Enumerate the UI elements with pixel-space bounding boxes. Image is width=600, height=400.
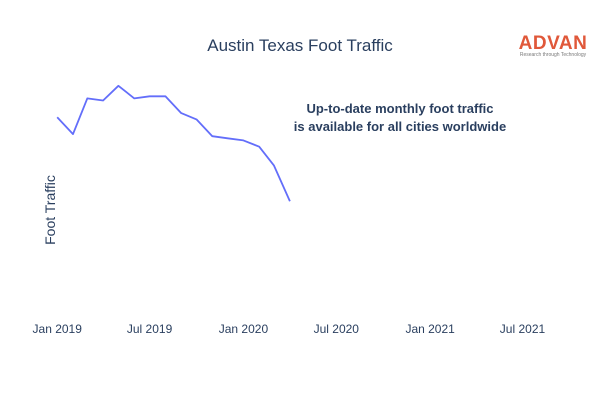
- series-line-0: [56, 84, 291, 202]
- x-axis-ticks: Jan 2019 Jul 2019 Jan 2020 Jul 2020 Jan 2021…: [33, 322, 546, 336]
- x-tick-label: Jul 2021: [500, 322, 546, 336]
- plot-area: [56, 84, 291, 202]
- x-tick-label: Jul 2019: [127, 322, 173, 336]
- annotation-line-2: is available for all cities worldwide: [294, 119, 506, 134]
- x-tick-label: Jul 2020: [314, 322, 360, 336]
- y-axis-label: Foot Traffic: [42, 175, 58, 245]
- advan-logo: ADVAN Research through Technology: [519, 33, 588, 58]
- x-tick-label: Jan 2019: [33, 322, 83, 336]
- chart-title: Austin Texas Foot Traffic: [207, 36, 393, 55]
- logo-name: ADVAN: [519, 33, 588, 54]
- x-tick-label: Jan 2021: [405, 322, 455, 336]
- x-tick-label: Jan 2020: [219, 322, 269, 336]
- annotation: Up-to-date monthly foot traffic is avail…: [294, 101, 506, 134]
- annotation-line-1: Up-to-date monthly foot traffic: [306, 101, 493, 116]
- logo-tagline: Research through Technology: [520, 52, 587, 58]
